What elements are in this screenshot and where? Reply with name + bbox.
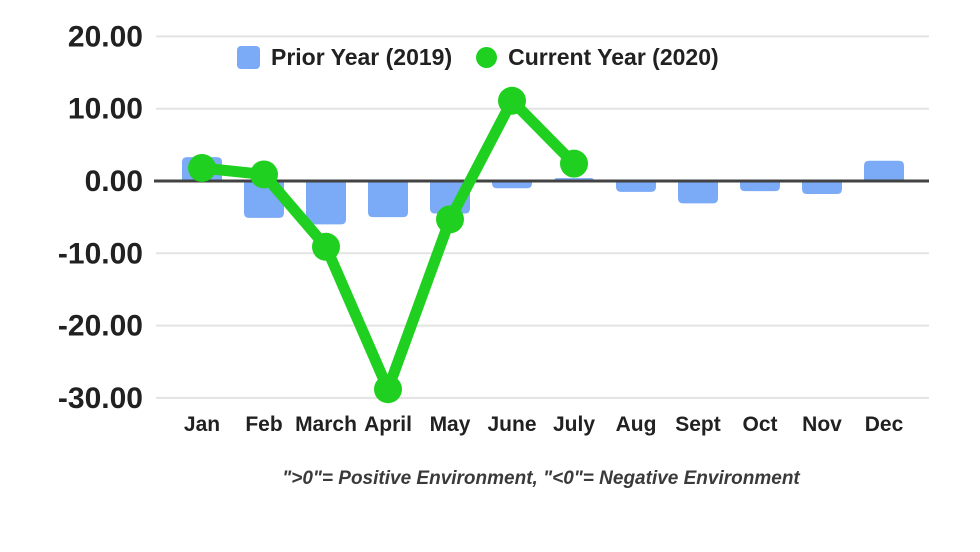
y-tick-label: -10.00 [58, 237, 143, 270]
x-axis-label: April [364, 413, 412, 436]
y-tick-label: 20.00 [68, 20, 143, 53]
bar-oct [740, 181, 780, 192]
line-point [374, 375, 402, 404]
line-point [312, 232, 340, 261]
x-axis-label: Oct [742, 413, 777, 436]
y-tick-label: 0.00 [85, 165, 143, 198]
y-tick-label: 10.00 [68, 93, 143, 126]
x-axis-label: Sept [675, 413, 721, 436]
line-point [188, 153, 216, 182]
legend-item-current-year: Current Year (2020) [476, 44, 719, 71]
x-axis-label: Dec [865, 413, 904, 436]
bar-april [368, 181, 408, 218]
chart-caption: ">0"= Positive Environment, "<0"= Negati… [282, 468, 800, 489]
x-axis-label: Jan [184, 413, 220, 436]
chart-legend: Prior Year (2019) Current Year (2020) [237, 44, 719, 71]
y-tick-label: -30.00 [58, 382, 143, 415]
bar-march [306, 181, 346, 225]
current-year-legend-label: Current Year (2020) [508, 44, 719, 70]
y-tick-label: -20.00 [58, 310, 143, 343]
current-year-dot-swatch-icon [476, 47, 498, 68]
x-axis-label: May [430, 413, 471, 436]
x-axis-label: Feb [245, 413, 282, 436]
x-axis-label: March [295, 413, 357, 436]
line-point [250, 160, 278, 189]
line-point [498, 86, 526, 115]
bar-sept [678, 181, 718, 204]
x-axis-label: Nov [802, 413, 842, 436]
prior-year-square-swatch-icon [237, 46, 260, 69]
line-point [436, 205, 464, 234]
x-axis-label: July [553, 413, 595, 436]
bar-nov [802, 181, 842, 195]
line-series [196, 95, 580, 395]
bar-june [492, 181, 532, 189]
x-axis-label: June [487, 413, 536, 436]
bar-dec [864, 160, 904, 181]
x-axis-label: Aug [616, 413, 657, 436]
line-point [560, 149, 588, 178]
legend-item-prior-year: Prior Year (2019) [237, 44, 452, 71]
prior-year-legend-label: Prior Year (2019) [271, 44, 453, 70]
bar-aug [616, 181, 656, 192]
